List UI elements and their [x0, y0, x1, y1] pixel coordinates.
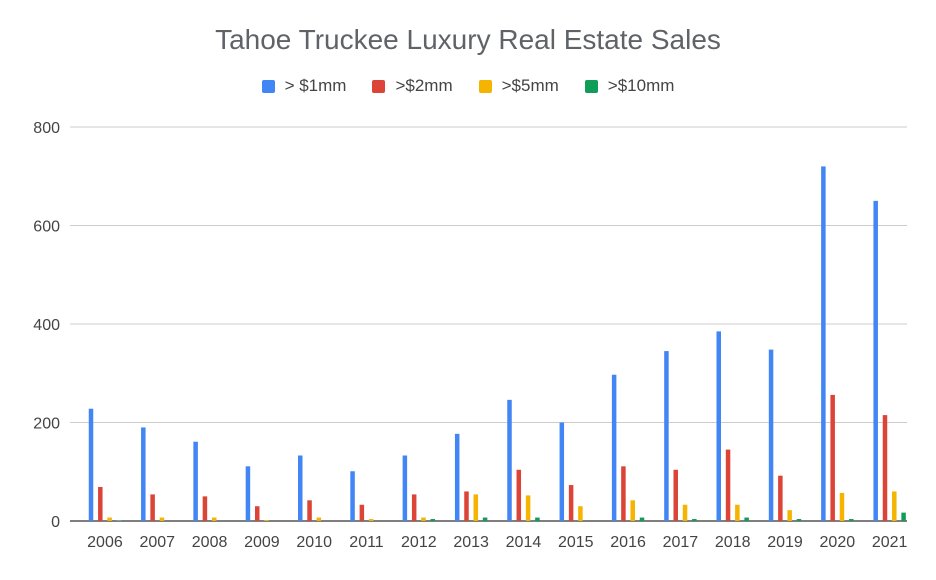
bar-2020-series-2[interactable] — [839, 492, 845, 521]
y-tick-label: 600 — [33, 219, 60, 236]
bar-2007-series-1[interactable] — [150, 494, 155, 521]
bar-2011-series-0[interactable] — [350, 471, 355, 521]
bar-2010-series-0[interactable] — [298, 455, 303, 521]
bar-2012-series-1[interactable] — [411, 494, 417, 521]
legend-swatch-5mm — [478, 79, 492, 93]
x-tick-label: 2009 — [244, 534, 280, 551]
bar-2016-series-0[interactable] — [611, 374, 617, 521]
bar-2006-series-2[interactable] — [107, 517, 112, 521]
bar-2015-series-1[interactable] — [568, 485, 574, 521]
bar-2020-series-3[interactable] — [849, 519, 854, 521]
bar-2007-series-2[interactable] — [159, 517, 165, 521]
bar-2014-series-3[interactable] — [535, 517, 540, 521]
legend-label-10mm: >$10mm — [607, 76, 675, 95]
bar-2008-series-0[interactable] — [193, 441, 198, 521]
legend-swatch-10mm — [584, 79, 598, 93]
bar-2021-series-2[interactable] — [892, 491, 897, 521]
legend-item-5mm[interactable]: >$5mm — [478, 76, 559, 96]
bar-2021-series-3[interactable] — [901, 512, 906, 521]
bar-2018-series-1[interactable] — [725, 449, 731, 521]
bar-2012-series-2[interactable] — [421, 517, 426, 521]
x-tick-label: 2021 — [872, 534, 908, 551]
bar-2015-series-0[interactable] — [559, 422, 565, 522]
y-tick-label: 200 — [33, 416, 60, 433]
y-tick-label: 800 — [33, 120, 60, 137]
bar-2013-series-3[interactable] — [482, 517, 488, 521]
bar-2008-series-2[interactable] — [211, 517, 217, 521]
bar-2014-series-2[interactable] — [525, 495, 531, 521]
bar-2012-series-3[interactable] — [430, 519, 436, 521]
bar-2009-series-1[interactable] — [254, 506, 260, 521]
bar-2010-series-2[interactable] — [316, 517, 322, 521]
legend-swatch-1mm — [261, 79, 275, 93]
bar-2018-series-0[interactable] — [716, 331, 722, 521]
x-tick-label: 2011 — [349, 534, 384, 551]
bar-2021-series-1[interactable] — [882, 415, 888, 521]
bar-2019-series-0[interactable] — [768, 349, 774, 521]
x-tick-label: 2006 — [87, 534, 123, 551]
bar-2009-series-2[interactable] — [264, 520, 269, 521]
bar-2014-series-0[interactable] — [507, 399, 512, 521]
y-tick-label: 400 — [33, 317, 60, 334]
bar-2015-series-2[interactable] — [578, 506, 583, 521]
bar-2017-series-3[interactable] — [692, 519, 697, 521]
bar-2017-series-1[interactable] — [673, 469, 678, 521]
x-tick-label: 2015 — [558, 534, 594, 551]
x-tick-label: 2019 — [767, 534, 803, 551]
x-tick-label: 2016 — [610, 534, 646, 551]
legend: > $1mm >$2mm >$5mm >$10mm — [0, 76, 936, 96]
x-tick-label: 2013 — [453, 534, 489, 551]
bar-2007-series-0[interactable] — [141, 427, 146, 521]
bar-2020-series-1[interactable] — [830, 394, 835, 521]
bar-2021-series-0[interactable] — [873, 200, 878, 521]
bar-2012-series-0[interactable] — [402, 455, 408, 521]
bar-2018-series-2[interactable] — [735, 504, 740, 521]
legend-item-2mm[interactable]: >$2mm — [372, 76, 453, 96]
x-tick-label: 2010 — [296, 534, 332, 551]
bar-2008-series-1[interactable] — [202, 496, 208, 521]
bar-2017-series-0[interactable] — [664, 351, 669, 521]
bar-2013-series-0[interactable] — [454, 433, 460, 521]
legend-swatch-2mm — [372, 79, 386, 93]
bar-2016-series-1[interactable] — [621, 466, 626, 521]
bar-2016-series-3[interactable] — [639, 517, 645, 521]
x-tick-label: 2008 — [192, 534, 228, 551]
x-tick-label: 2012 — [401, 534, 437, 551]
bar-2010-series-1[interactable] — [307, 500, 312, 521]
legend-label-1mm: > $1mm — [284, 76, 347, 95]
x-tick-label: 2014 — [506, 534, 542, 551]
bar-2017-series-2[interactable] — [682, 504, 688, 521]
legend-label-5mm: >$5mm — [501, 76, 559, 95]
bar-2006-series-1[interactable] — [98, 487, 103, 521]
bar-2009-series-0[interactable] — [245, 466, 251, 521]
bar-2011-series-1[interactable] — [359, 504, 365, 521]
bar-2011-series-2[interactable] — [368, 519, 374, 521]
x-tick-label: 2007 — [139, 534, 175, 551]
bar-2013-series-1[interactable] — [464, 491, 469, 521]
legend-label-2mm: >$2mm — [395, 76, 453, 95]
bar-2019-series-1[interactable] — [778, 475, 783, 521]
bar-2019-series-3[interactable] — [796, 519, 802, 521]
bar-2006-series-0[interactable] — [88, 408, 94, 521]
bar-2019-series-2[interactable] — [787, 510, 792, 521]
x-tick-label: 2017 — [663, 534, 699, 551]
bar-2014-series-1[interactable] — [516, 469, 522, 521]
bar-2020-series-0[interactable] — [821, 166, 826, 521]
legend-item-1mm[interactable]: > $1mm — [261, 76, 347, 96]
bar-2016-series-2[interactable] — [630, 500, 635, 521]
x-tick-label: 2018 — [715, 534, 751, 551]
chart-title: Tahoe Truckee Luxury Real Estate Sales — [215, 24, 721, 55]
legend-item-10mm[interactable]: >$10mm — [584, 76, 675, 96]
bar-2018-series-3[interactable] — [744, 517, 749, 521]
y-tick-label: 0 — [51, 514, 60, 531]
bar-2013-series-2[interactable] — [473, 494, 479, 521]
x-tick-label: 2020 — [820, 534, 856, 551]
